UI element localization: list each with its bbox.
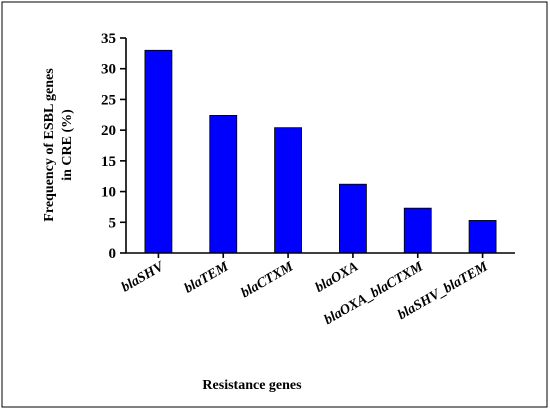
y-axis-ticks: 0 5 10 15 20 25 30 35: [101, 31, 126, 262]
y-tick-label: 20: [101, 123, 116, 139]
y-tick-label: 15: [101, 154, 116, 170]
y-tick-label: 30: [101, 62, 116, 78]
x-axis-title: Resistance genes: [202, 378, 302, 393]
bar-blaSHV_blaTEM: [468, 220, 497, 254]
y-tick-label: 0: [109, 246, 117, 262]
y-tick-label: 10: [101, 185, 116, 201]
bar-blaOXA_blaCTXM: [403, 207, 432, 254]
bar-blaSHV: [144, 49, 173, 254]
bar-blaTEM: [209, 115, 238, 254]
y-tick-label: 5: [109, 215, 117, 231]
y-tick-label: 25: [101, 92, 116, 108]
bar-blaOXA: [339, 183, 367, 254]
y-axis-title-line2: in CRE (%): [60, 109, 75, 181]
bar-blaCTXM: [274, 127, 302, 254]
bars-group: [144, 49, 497, 254]
y-axis-title-line1: Frequency of ESBL genes: [42, 68, 57, 222]
y-tick-label: 35: [101, 31, 116, 47]
